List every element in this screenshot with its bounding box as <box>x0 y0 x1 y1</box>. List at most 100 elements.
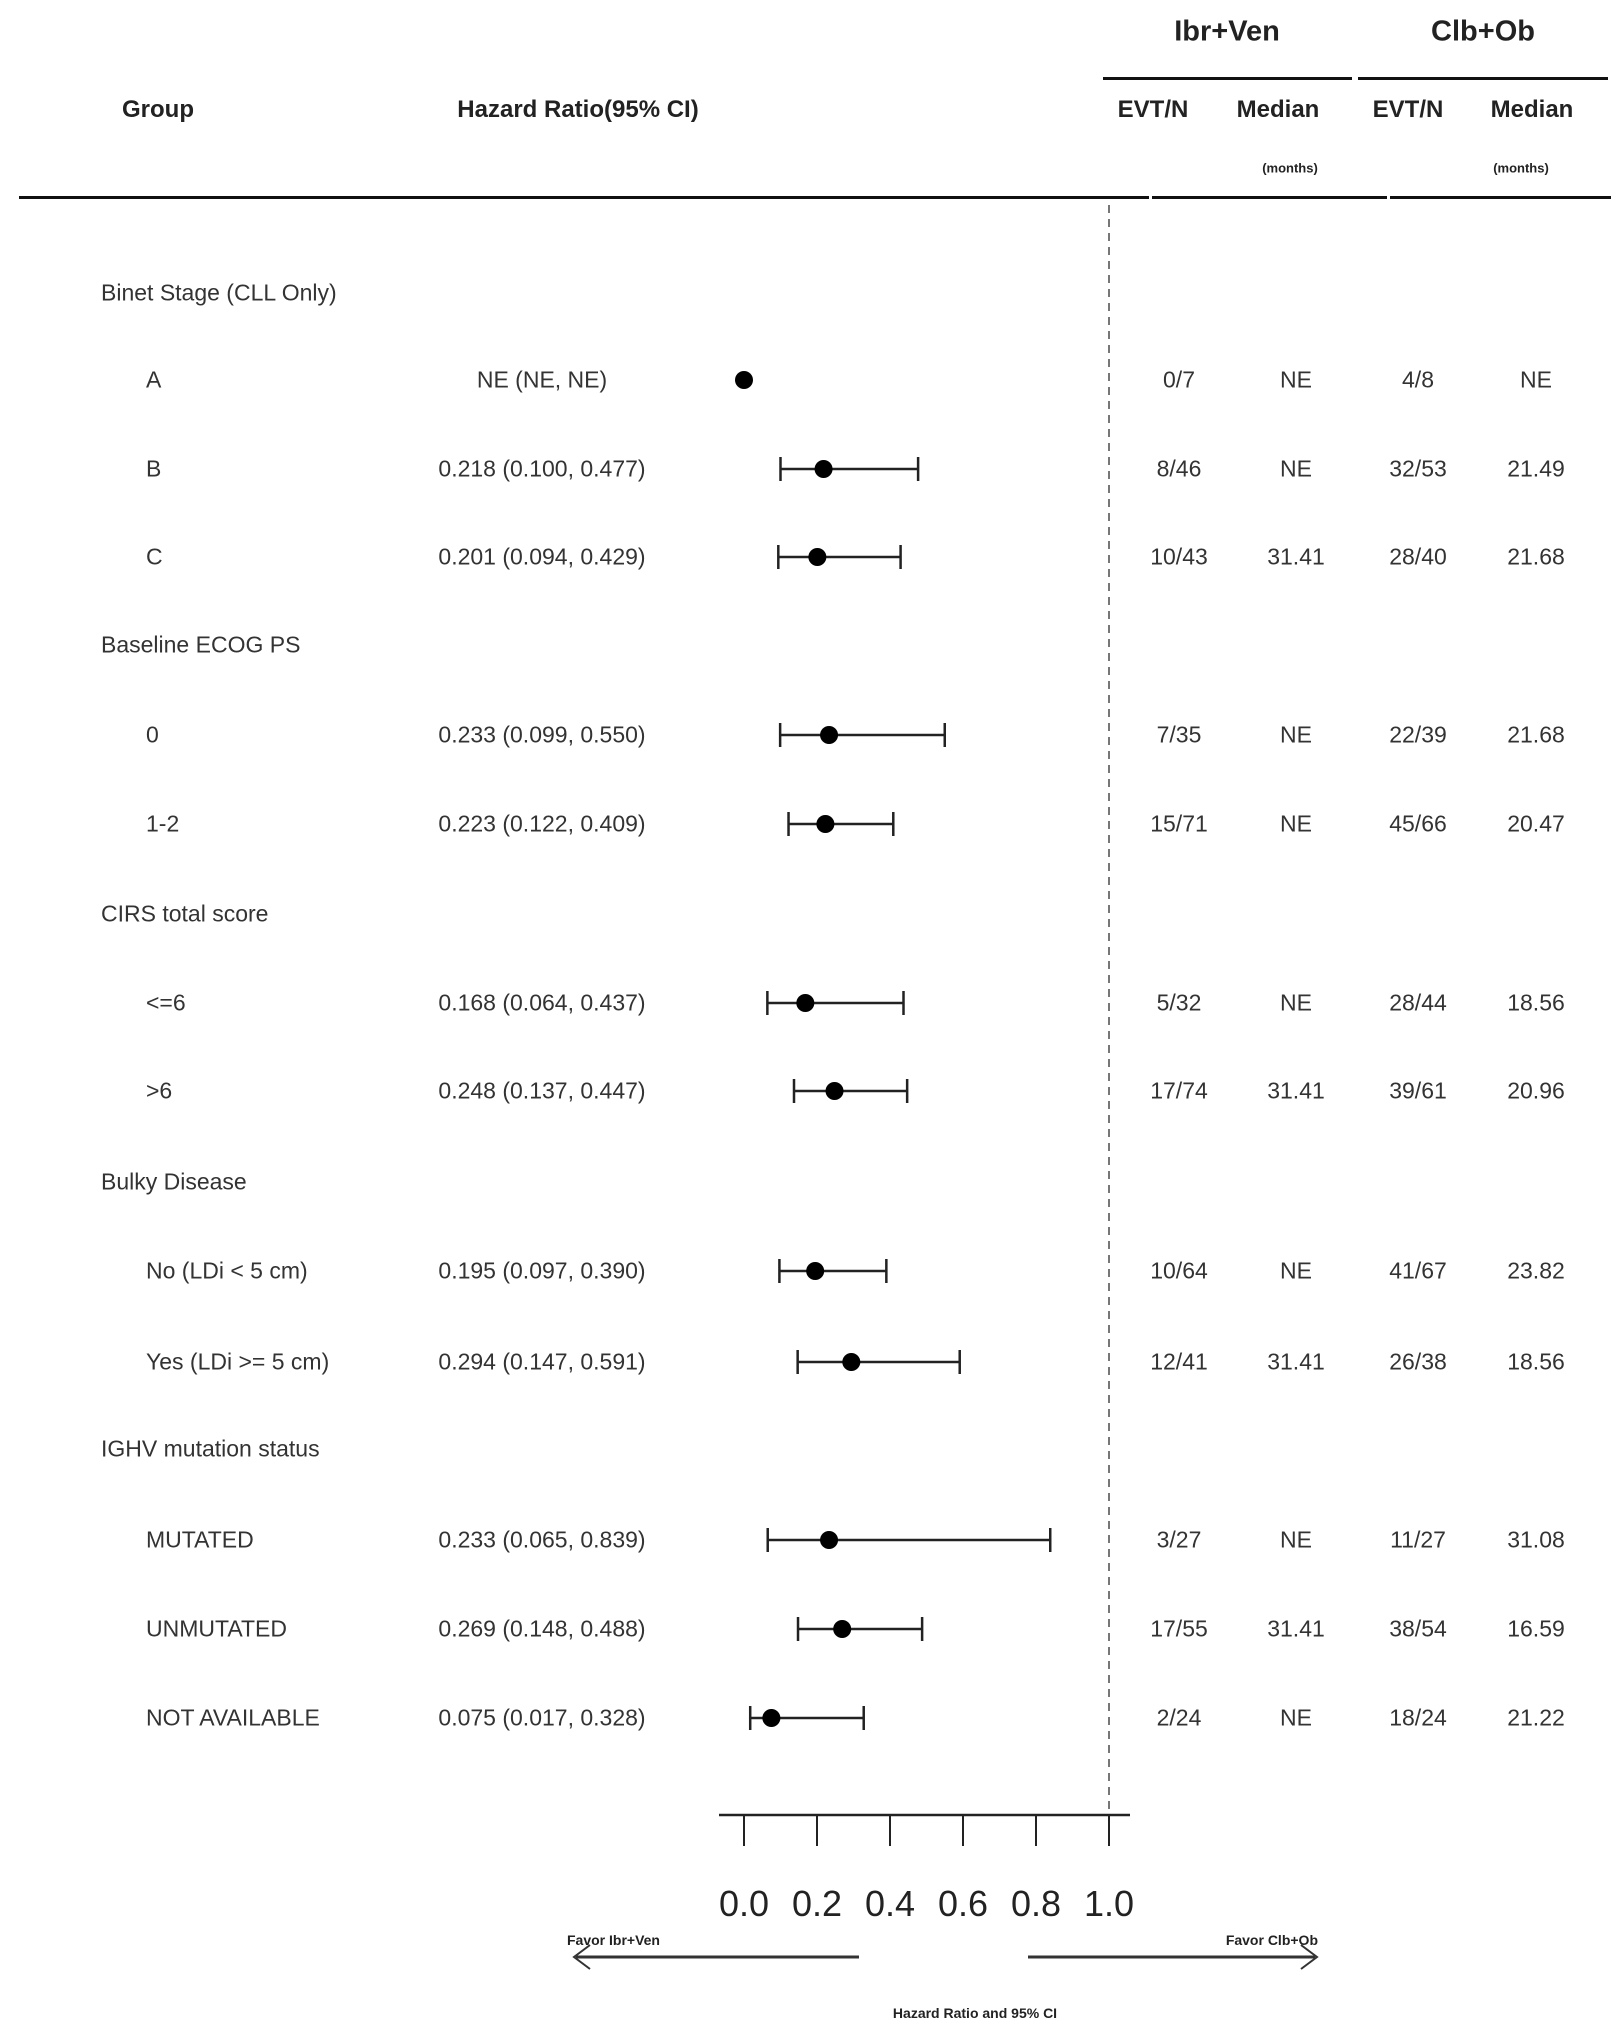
x-tick-label: 0.0 <box>719 1883 769 1924</box>
hazard-ratio-point <box>820 726 839 744</box>
arrow-left-icon <box>572 1944 591 1970</box>
subgroup-label: 1-2 <box>146 810 180 837</box>
hazard-ratio-point <box>816 815 835 833</box>
subgroup-label: B <box>146 455 162 482</box>
arm2-median: 21.22 <box>1507 1704 1565 1731</box>
header-rule-arm1 <box>1152 196 1387 199</box>
arm2-median: 16.59 <box>1507 1615 1565 1642</box>
hazard-ratio-text: 0.218 (0.100, 0.477) <box>438 455 646 482</box>
arm2-median-unit: (months) <box>1493 160 1549 176</box>
group-heading: IGHV mutation status <box>101 1435 320 1462</box>
arm2-median: 18.56 <box>1507 1348 1565 1375</box>
arm1-evt-n: 17/55 <box>1150 1615 1208 1642</box>
hazard-ratio-point <box>735 371 753 389</box>
hazard-ratio-text: 0.195 (0.097, 0.390) <box>438 1257 646 1284</box>
hazard-ratio-point <box>762 1709 781 1727</box>
hazard-ratio-point <box>820 1531 839 1549</box>
arm2-evt-n: 38/54 <box>1389 1615 1447 1642</box>
arm2-evt-n: 11/27 <box>1390 1526 1446 1553</box>
arm1-evt-n: 5/32 <box>1156 989 1202 1016</box>
subgroup-label: >6 <box>146 1077 173 1104</box>
arm1-evt-n: 7/35 <box>1156 721 1202 748</box>
arm1-median: NE <box>1280 1704 1312 1731</box>
arm2-median: 20.47 <box>1507 810 1565 837</box>
arm1-median: NE <box>1280 1526 1312 1553</box>
arm2-evt-n: 22/39 <box>1389 721 1447 748</box>
x-tick-label: 0.4 <box>865 1883 915 1924</box>
x-tick-label: 0.6 <box>938 1883 988 1924</box>
favor-right-label: Favor Clb+Ob <box>1225 1932 1318 1948</box>
arm1-median: NE <box>1280 721 1312 748</box>
group-heading: CIRS total score <box>101 900 269 927</box>
arm2-median: 21.49 <box>1507 455 1565 482</box>
arm1-median: 31.41 <box>1267 1077 1325 1104</box>
arm2-evt-n: 39/61 <box>1389 1077 1447 1104</box>
arm1-median: 31.41 <box>1267 1348 1325 1375</box>
hazard-ratio-point <box>806 1262 825 1280</box>
arm1-evt-n: 17/74 <box>1150 1077 1208 1104</box>
arm1-evt-n: 2/24 <box>1156 1704 1202 1731</box>
subgroup-label: 0 <box>146 721 159 748</box>
subgroup-label: A <box>146 366 162 393</box>
favor-left-label: Favor Ibr+Ven <box>567 1932 660 1948</box>
arm1-evt-n: 0/7 <box>1163 366 1195 393</box>
arm2-evt-n: 41/67 <box>1389 1257 1447 1284</box>
arm1-median-header: Median <box>1236 96 1320 123</box>
arm2-header-rule <box>1358 77 1608 80</box>
arm2-evt-n: 28/44 <box>1389 989 1447 1016</box>
hazard-ratio-point <box>842 1353 861 1371</box>
arm2-median: NE <box>1520 366 1552 393</box>
arm2-evt-n: 32/53 <box>1389 455 1447 482</box>
hazard-ratio-text: 0.168 (0.064, 0.437) <box>438 989 646 1016</box>
hazard-ratio-text: 0.269 (0.148, 0.488) <box>438 1615 646 1642</box>
arm1-evt-n: 3/27 <box>1156 1526 1202 1553</box>
hazard-ratio-text: 0.075 (0.017, 0.328) <box>438 1704 646 1731</box>
header-rule-arm2 <box>1390 196 1611 199</box>
arm1-evt-n: 10/43 <box>1150 543 1208 570</box>
subgroup-label: C <box>146 543 163 570</box>
arm1-median: 31.41 <box>1267 1615 1325 1642</box>
hazard-ratio-point <box>833 1620 852 1638</box>
hazard-ratio-point <box>808 548 827 566</box>
arm2-median: 18.56 <box>1507 989 1565 1016</box>
subgroup-label: No (LDi < 5 cm) <box>146 1257 308 1284</box>
arm1-median: 31.41 <box>1267 543 1325 570</box>
hazard-ratio-point <box>814 460 833 478</box>
group-heading: Baseline ECOG PS <box>101 631 301 658</box>
arm2-evt-n: 26/38 <box>1389 1348 1447 1375</box>
arm2-median: 21.68 <box>1507 543 1565 570</box>
hazard-ratio-text: 0.233 (0.099, 0.550) <box>438 721 646 748</box>
group-heading: Binet Stage (CLL Only) <box>101 279 337 306</box>
arm1-median: NE <box>1280 455 1312 482</box>
arm2-median: 31.08 <box>1507 1526 1565 1553</box>
hazard-ratio-point <box>825 1082 844 1100</box>
arm1-header: Ibr+Ven <box>1174 15 1280 48</box>
subgroup-label: NOT AVAILABLE <box>146 1704 320 1731</box>
hazard-ratio-column-header: Hazard Ratio(95% CI) <box>457 96 699 123</box>
arm2-median: 20.96 <box>1507 1077 1565 1104</box>
group-column-header: Group <box>122 96 194 123</box>
hazard-ratio-point <box>796 994 815 1012</box>
arm1-evt-n: 15/71 <box>1150 810 1208 837</box>
x-axis-title: Hazard Ratio and 95% CI <box>892 2005 1058 2021</box>
arm1-evt-n: 10/64 <box>1150 1257 1208 1284</box>
hazard-ratio-text: 0.201 (0.094, 0.429) <box>438 543 646 570</box>
arm2-evt-n: 4/8 <box>1402 366 1434 393</box>
subgroup-label: Yes (LDi >= 5 cm) <box>146 1348 330 1375</box>
subgroup-label: <=6 <box>146 989 186 1016</box>
hazard-ratio-text: 0.294 (0.147, 0.591) <box>438 1348 646 1375</box>
arm1-evt-n: 8/46 <box>1156 455 1202 482</box>
arm1-median: NE <box>1280 989 1312 1016</box>
arm2-evt-n-header: EVT/N <box>1372 96 1444 123</box>
x-tick-label: 0.8 <box>1011 1883 1061 1924</box>
arm1-header-rule <box>1103 77 1352 80</box>
hazard-ratio-text: NE (NE, NE) <box>476 366 608 393</box>
subgroup-label: UNMUTATED <box>146 1615 287 1642</box>
header-rule-main <box>19 196 1149 199</box>
arm2-median: 21.68 <box>1507 721 1565 748</box>
arm2-header: Clb+Ob <box>1431 15 1535 48</box>
hazard-ratio-text: 0.223 (0.122, 0.409) <box>438 810 646 837</box>
x-tick-label: 1.0 <box>1084 1883 1134 1924</box>
arrow-right-icon <box>1300 1944 1319 1970</box>
hazard-ratio-text: 0.248 (0.137, 0.447) <box>438 1077 646 1104</box>
